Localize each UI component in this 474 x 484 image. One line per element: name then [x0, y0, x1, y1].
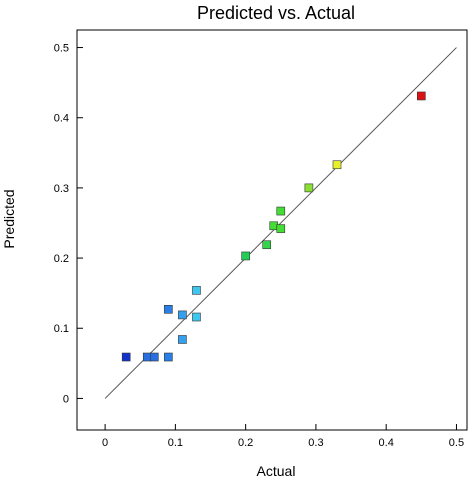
x-tick-label: 0.5 — [449, 437, 464, 449]
x-tick-label: 0.2 — [238, 437, 253, 449]
data-point — [276, 206, 286, 216]
data-point — [192, 286, 201, 295]
x-tick-label: 0.1 — [168, 437, 183, 449]
x-tick-label: 0 — [102, 437, 108, 449]
data-point — [149, 352, 159, 362]
data-point — [417, 91, 426, 101]
x-axis: 0 0.1 0.2 0.3 0.4 0.5 — [102, 424, 464, 449]
data-point — [192, 312, 201, 322]
y-tick-label: 0.4 — [54, 113, 69, 125]
y-axis-label: Predicted — [1, 189, 17, 248]
y-tick-label: 0.5 — [54, 43, 69, 55]
data-point — [178, 310, 187, 320]
data-point — [164, 304, 173, 314]
plot-area — [76, 29, 468, 431]
reference-line — [104, 47, 457, 399]
data-point — [262, 240, 272, 250]
chart-title: Predicted vs. Actual — [197, 3, 355, 23]
data-point — [241, 251, 250, 261]
data-point — [121, 352, 131, 362]
x-tick-label: 0.3 — [308, 437, 323, 449]
x-tick-label: 0.4 — [379, 437, 394, 449]
y-tick-label: 0.2 — [54, 253, 69, 265]
y-axis: 0 0.1 0.2 0.3 0.4 0.5 — [54, 43, 83, 405]
data-points — [121, 91, 426, 362]
data-point — [332, 160, 342, 170]
data-point — [304, 183, 314, 193]
x-axis-label: Actual — [257, 463, 296, 479]
data-point — [276, 224, 286, 233]
y-tick-label: 0.1 — [54, 323, 69, 335]
data-point — [164, 352, 173, 362]
data-point — [178, 335, 187, 344]
y-tick-label: 0 — [63, 393, 69, 405]
y-tick-label: 0.3 — [54, 183, 69, 195]
